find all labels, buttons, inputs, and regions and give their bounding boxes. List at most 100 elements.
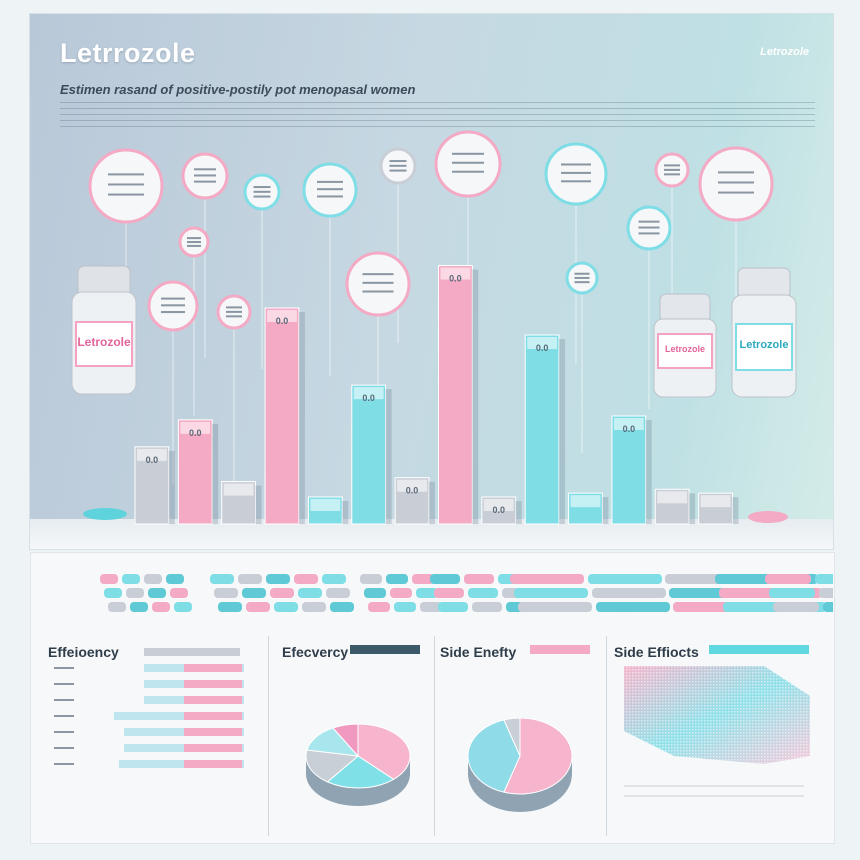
hbar-pink — [184, 760, 242, 768]
hbar-pink — [184, 696, 242, 704]
bar-side — [255, 485, 262, 524]
bar-side — [732, 497, 739, 524]
pill-capsule — [815, 574, 833, 584]
pill-capsule — [615, 574, 661, 584]
callout-text-line — [638, 226, 660, 229]
pill-capsule — [823, 602, 833, 612]
panel3-title: Side Enefty — [440, 644, 517, 660]
callout-text-line — [108, 173, 144, 176]
row-label-line — [54, 715, 74, 717]
pill-capsule — [420, 602, 442, 612]
pill-capsule — [210, 574, 234, 584]
pill-capsule — [434, 588, 464, 598]
bar-top — [180, 421, 211, 434]
callout-text-line — [362, 273, 394, 276]
callout-bubble — [88, 148, 164, 224]
callout-text-line — [253, 195, 271, 198]
hbar-header — [144, 648, 240, 656]
pill-capsule — [514, 588, 588, 598]
pill-capsule — [773, 602, 819, 612]
callout-bubble — [544, 142, 608, 206]
callout-text-line — [389, 169, 407, 172]
pill-capsule — [719, 588, 765, 598]
pill-capsule — [108, 602, 126, 612]
bar-data-label: 0.0 — [276, 316, 289, 326]
panel-efficacy: Efecvercy — [278, 636, 428, 836]
callout-text-line — [574, 272, 590, 275]
panel2-title: Efecvercy — [282, 644, 349, 660]
bar-top — [310, 499, 341, 511]
bubble-callouts — [88, 130, 774, 484]
pie-slice — [357, 723, 411, 780]
callout-text-line — [561, 171, 591, 174]
callout-text-line — [389, 160, 407, 163]
callout-text-line — [718, 191, 754, 194]
pill-capsule — [152, 602, 170, 612]
pill-capsule — [623, 602, 669, 612]
pie-slice — [503, 717, 573, 795]
bar-top — [700, 495, 731, 508]
callout-text-line — [574, 276, 590, 279]
hbar-cyan — [114, 712, 244, 720]
bar-top — [570, 495, 601, 508]
bar-data-label: 0.0 — [146, 455, 159, 465]
bar-side — [385, 389, 392, 524]
panel1-title: Effeioency — [48, 644, 119, 660]
brand-mark: Letrozole — [760, 46, 809, 58]
row-label-line — [54, 747, 74, 749]
pill-capsule — [673, 602, 719, 612]
pie-slice — [503, 717, 521, 757]
callout-text-line — [317, 195, 343, 198]
callout-bubble — [434, 130, 502, 198]
callout-text-line — [161, 297, 185, 300]
callout-text-line — [194, 168, 216, 171]
callout-bubble — [698, 146, 774, 222]
panel3-pie — [467, 645, 590, 812]
bar — [264, 307, 300, 525]
bar-side — [559, 339, 566, 524]
pill-capsule — [619, 588, 665, 598]
row-label-line — [54, 667, 74, 669]
callout-text-line — [389, 164, 407, 167]
pie-slice — [326, 755, 395, 789]
callout-text-line — [452, 161, 484, 164]
bar-side — [515, 501, 522, 524]
row-label-line — [54, 699, 74, 701]
pill-capsule — [390, 588, 412, 598]
pill-capsule — [242, 588, 266, 598]
bar — [611, 415, 647, 525]
bar — [177, 419, 213, 525]
callout-text-line — [452, 152, 484, 155]
callout-bubble — [345, 251, 411, 317]
bar — [524, 334, 560, 525]
bar-side — [342, 501, 349, 524]
callout-text-line — [226, 306, 242, 309]
pill-capsule — [238, 574, 262, 584]
pill-capsule — [472, 602, 502, 612]
callout-text-line — [194, 174, 216, 177]
panel4-title: Side Effiocts — [614, 644, 699, 660]
bar-data-label: 0.0 — [406, 486, 419, 496]
pill-capsule — [430, 574, 460, 584]
bar-top — [527, 337, 558, 349]
pill-capsule — [294, 574, 318, 584]
callout-text-line — [574, 281, 590, 284]
bar-side — [212, 423, 219, 524]
bar-data-label: 0.0 — [449, 274, 462, 284]
pill-capsule — [298, 588, 322, 598]
bar-data-label: 0.0 — [536, 343, 549, 353]
bar-side — [428, 481, 435, 524]
bar-top — [223, 483, 254, 496]
pill-capsule — [769, 588, 815, 598]
pie-slice — [332, 723, 359, 758]
hbar-cyan — [119, 760, 244, 768]
bar-chart: 0.0 0.0 0.0 0.0 0.0 0.0 0.0 0.0 0.0 — [83, 130, 788, 525]
pill-capsule — [368, 602, 390, 612]
pill-capsule — [360, 574, 382, 584]
callout-text-line — [362, 281, 394, 284]
page-title: Letrrozole — [60, 38, 196, 68]
callout-text-line — [187, 244, 201, 247]
pill-capsule — [464, 574, 494, 584]
page-subtitle: Estimen rasand of positive-postily pot m… — [60, 82, 416, 97]
pill-capsule — [302, 602, 326, 612]
